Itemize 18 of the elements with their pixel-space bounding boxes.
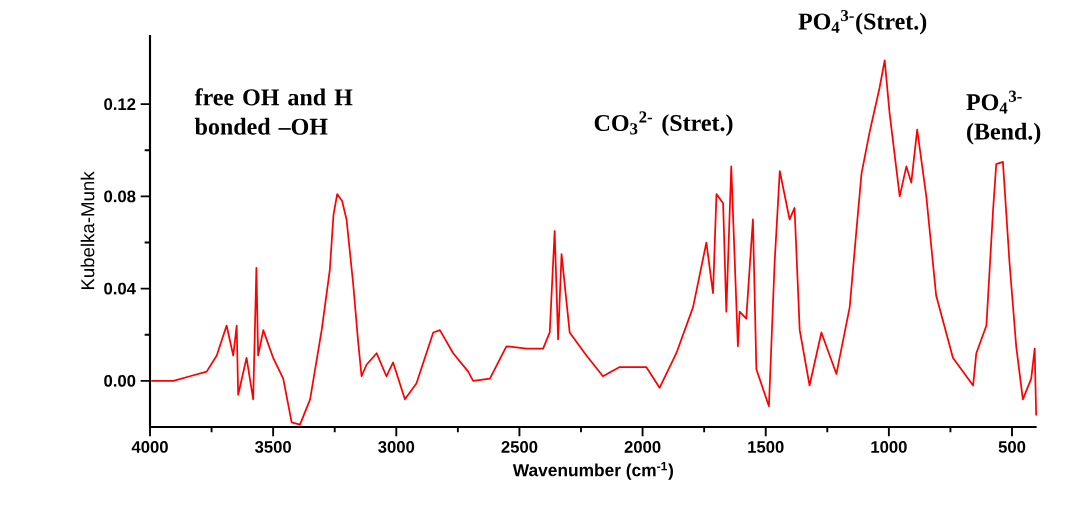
- x-tick-label: 2500: [501, 441, 538, 453]
- x-tick-label: 1000: [871, 441, 907, 453]
- y-axis-title: Kubelka-Munk: [80, 171, 95, 290]
- x-tick-label: 500: [998, 441, 1026, 453]
- x-axis-title: Wavenumber (cm$^{-1}$): [512, 462, 673, 480]
- x-tick-label: 4000: [131, 441, 168, 453]
- annotation: free OH and H bonded –OH: [194, 88, 353, 135]
- x-tick-label: 3000: [378, 441, 415, 453]
- text: PO$_{4}$$^{3-}$(Stret.): [798, 9, 927, 35]
- x-tick-label: 3500: [254, 441, 291, 453]
- x-tick-label: 1500: [748, 441, 784, 453]
- text: PO$_{4}$3- (Bend.): [966, 90, 1041, 145]
- y-tick-label: 0.12: [104, 98, 136, 111]
- x-tick-label: 2000: [624, 441, 661, 453]
- annotation: CO$_{3}$$^{2-}$ (Stret.): [594, 111, 733, 136]
- y-tick-label: 0.00: [104, 374, 136, 387]
- y-tick-label: 0.04: [104, 282, 136, 295]
- y-tick-label: 0.08: [104, 190, 136, 203]
